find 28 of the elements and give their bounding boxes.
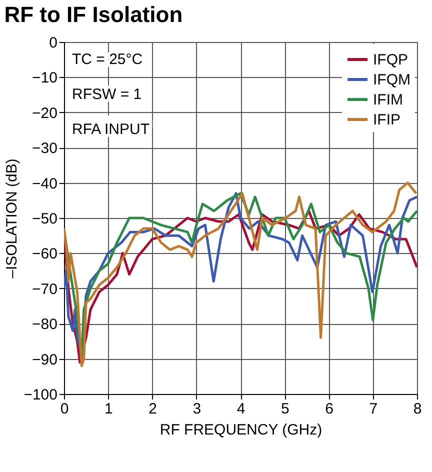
x-tick-label: 2 (148, 400, 157, 418)
chart-title: RF to IF Isolation (4, 2, 183, 27)
legend-label: IFQM (373, 72, 410, 88)
y-tick-label: 0 (49, 34, 58, 52)
legend-label: IFQP (373, 52, 408, 68)
y-axis-title: –ISOLATION (dB) (4, 158, 21, 278)
y-tick-label: −100 (24, 386, 58, 404)
y-tick-label: −30 (32, 140, 58, 158)
x-tick-label: 6 (325, 400, 334, 418)
y-tick-label: −10 (32, 70, 58, 87)
legend-label: IFIP (373, 112, 401, 128)
y-tick-label: −80 (32, 316, 58, 334)
annotation: TC = 25°C (72, 51, 143, 68)
legend-label: IFIM (373, 92, 403, 108)
x-tick-label: 8 (413, 400, 422, 418)
x-tick-label: 7 (369, 400, 378, 418)
x-tick-label: 4 (236, 400, 246, 418)
x-tick-label: 0 (60, 400, 69, 418)
x-axis-title: RF FREQUENCY (GHz) (160, 422, 322, 438)
y-tick-label: −40 (32, 175, 58, 192)
y-tick-label: −60 (32, 246, 58, 263)
y-tick-label: −50 (32, 210, 58, 228)
x-tick-label: 3 (192, 400, 202, 418)
x-tick-label: 1 (104, 400, 113, 418)
y-tick-label: −90 (32, 351, 58, 368)
x-tick-label: 5 (280, 400, 290, 418)
y-tick-label: −70 (32, 280, 58, 298)
y-tick-label: −20 (32, 104, 58, 122)
